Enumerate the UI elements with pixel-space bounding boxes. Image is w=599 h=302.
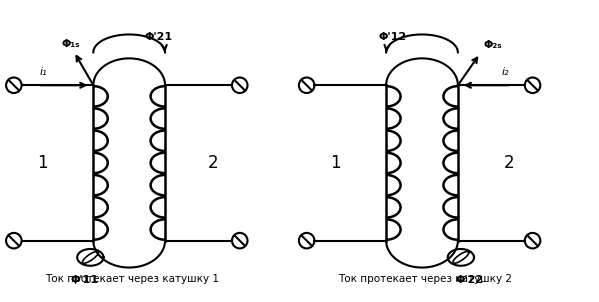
Text: i₁: i₁ <box>40 67 47 77</box>
Text: Φ₂ₛ: Φ₂ₛ <box>483 40 501 50</box>
Text: 1: 1 <box>330 154 341 172</box>
Text: Φ'22: Φ'22 <box>456 275 484 285</box>
Text: i₂: i₂ <box>502 67 510 77</box>
Text: 2: 2 <box>503 154 514 172</box>
Text: Ток протекает через катушку 2: Ток протекает через катушку 2 <box>338 275 512 284</box>
Text: Φ'12: Φ'12 <box>379 32 407 42</box>
Text: Φ₁ₛ: Φ₁ₛ <box>62 39 80 49</box>
Text: 1: 1 <box>37 154 48 172</box>
Text: 2: 2 <box>207 154 218 172</box>
Text: Φ'21: Φ'21 <box>144 32 173 42</box>
Text: Φ'11: Φ'11 <box>70 275 98 285</box>
Text: Ток протекает через катушку 1: Ток протекает через катушку 1 <box>45 275 219 284</box>
